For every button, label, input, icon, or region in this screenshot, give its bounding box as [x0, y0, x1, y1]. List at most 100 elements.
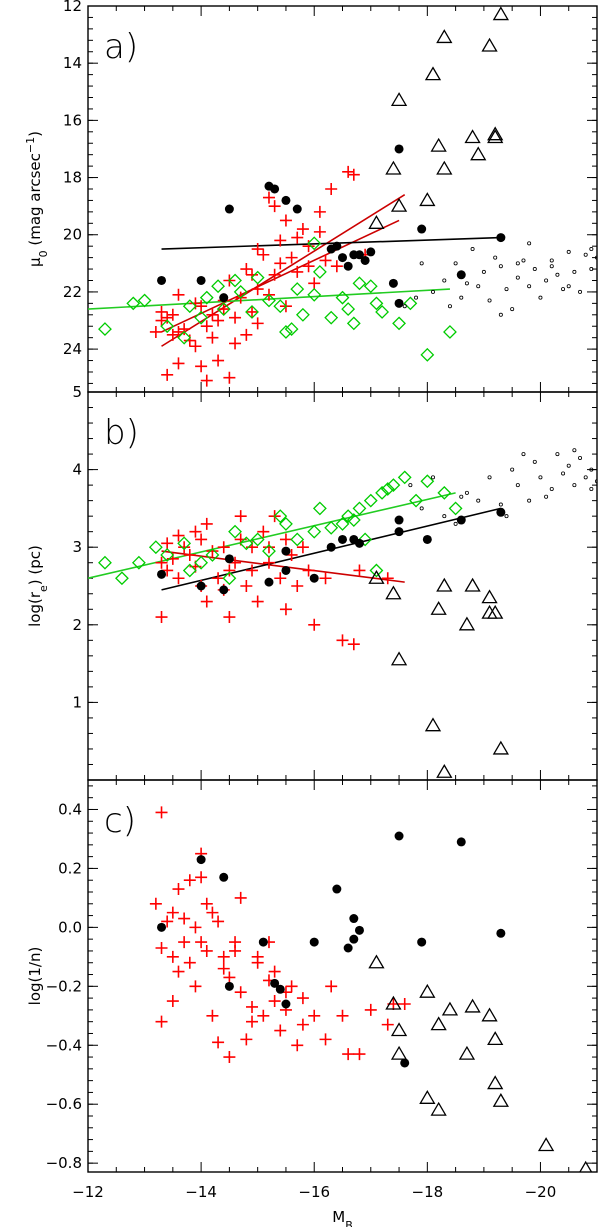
plus-marker — [364, 1003, 377, 1016]
plot-frame — [87, 5, 598, 393]
panel-label: a) — [104, 27, 138, 67]
plus-marker — [166, 995, 179, 1008]
triangle-marker — [470, 146, 487, 161]
panel-a: 12 14 16 18 20 22 24 μ0 (mag arcsec−1) a) — [24, 0, 598, 393]
filled-circle-marker — [422, 534, 432, 544]
diamond-marker — [403, 296, 418, 311]
y-tick-label: 0.4 — [58, 800, 82, 818]
triangle-marker — [464, 998, 481, 1013]
diamond-marker — [352, 501, 367, 516]
x-axis-label: MB — [332, 1208, 353, 1227]
plus-marker — [155, 556, 168, 569]
triangle-marker — [436, 160, 453, 175]
triangle-marker — [436, 577, 453, 592]
small-circle-marker — [515, 483, 520, 488]
filled-circle-marker — [224, 554, 234, 564]
diamond-marker — [375, 485, 390, 500]
triangle-marker — [390, 92, 408, 107]
filled-circle-marker — [400, 1058, 410, 1068]
diamond-marker — [386, 478, 401, 493]
diamond-marker — [279, 325, 293, 339]
small-circle-marker — [510, 307, 515, 312]
plus-marker — [398, 998, 411, 1010]
plus-marker — [353, 564, 366, 577]
plus-marker — [161, 915, 174, 928]
small-circle-marker — [430, 475, 435, 480]
x-tick-label: −18 — [412, 1183, 444, 1201]
plus-marker — [296, 223, 309, 236]
small-circle-marker — [566, 284, 571, 289]
diamond-marker — [239, 536, 254, 551]
small-circle-marker — [549, 264, 554, 269]
plus-marker — [200, 595, 213, 608]
plus-marker — [325, 980, 338, 993]
filled-circle-marker — [219, 872, 229, 882]
plus-marker — [178, 541, 191, 554]
filled-circle-marker — [326, 542, 336, 552]
filled-circle-marker — [157, 275, 167, 285]
filled-circle-marker — [219, 585, 229, 595]
small-circle-marker — [476, 284, 481, 289]
filled-circle-marker — [394, 298, 404, 308]
plus-marker — [189, 525, 202, 538]
triangle-marker — [464, 129, 481, 144]
plus-marker — [325, 182, 338, 195]
small-circle-marker — [555, 272, 560, 277]
triangle-marker — [537, 1137, 555, 1152]
fit-line — [161, 236, 501, 250]
small-circle-marker — [487, 475, 492, 480]
small-circle-marker — [414, 295, 419, 300]
plus-marker — [166, 906, 179, 919]
data-layer — [149, 806, 593, 1172]
small-circle-marker — [578, 289, 583, 294]
small-circle-marker — [527, 498, 532, 503]
filled-circle-marker — [496, 233, 506, 243]
filled-circle-marker — [338, 534, 347, 544]
diamond-marker — [194, 310, 209, 325]
diamond-marker — [290, 532, 305, 547]
plus-marker — [308, 618, 321, 631]
y-axis-label-rest: ) (pc) — [26, 545, 44, 585]
triangle-marker — [390, 197, 408, 212]
small-circle-marker — [549, 486, 554, 491]
plus-marker — [172, 529, 185, 542]
y-tick-label: 16 — [63, 111, 82, 129]
small-circle-marker — [504, 514, 509, 519]
triangle-marker — [487, 1075, 504, 1090]
triangle-marker — [487, 604, 504, 619]
plus-marker — [285, 980, 298, 993]
diamond-marker — [420, 347, 435, 362]
plot-frame — [87, 779, 598, 1173]
diamond-marker — [137, 293, 152, 308]
plus-marker — [291, 580, 304, 592]
filled-circle-marker — [343, 261, 353, 271]
triangle-marker — [492, 6, 509, 21]
diamond-marker — [312, 264, 327, 279]
y-axis-label-main: log(r — [26, 591, 44, 627]
triangle-marker — [430, 1016, 447, 1031]
diamond-marker — [352, 276, 367, 291]
small-circle-marker — [572, 448, 577, 453]
plus-marker — [195, 871, 208, 884]
diamond-marker — [335, 290, 350, 305]
plus-marker — [302, 240, 315, 253]
plus-marker — [279, 214, 292, 227]
small-circle-marker — [566, 249, 571, 254]
filled-circle-marker — [360, 255, 370, 265]
plus-marker — [240, 263, 253, 276]
triangle-marker — [436, 763, 453, 778]
plus-marker — [161, 368, 174, 381]
diamond-marker — [262, 293, 276, 308]
filled-circle-marker — [394, 831, 404, 841]
small-circle-marker — [419, 506, 424, 511]
plus-marker — [234, 510, 247, 523]
plus-marker — [291, 1039, 304, 1052]
diamond-marker — [182, 299, 197, 314]
y-axis-label-sub: 0 — [37, 250, 50, 257]
filled-circle-marker — [157, 922, 167, 932]
filled-circle-marker — [332, 241, 342, 251]
plus-marker — [223, 1051, 236, 1064]
diamond-marker — [335, 517, 350, 531]
x-tick-label: −12 — [72, 1183, 104, 1201]
y-tick-label: 2 — [72, 616, 82, 634]
